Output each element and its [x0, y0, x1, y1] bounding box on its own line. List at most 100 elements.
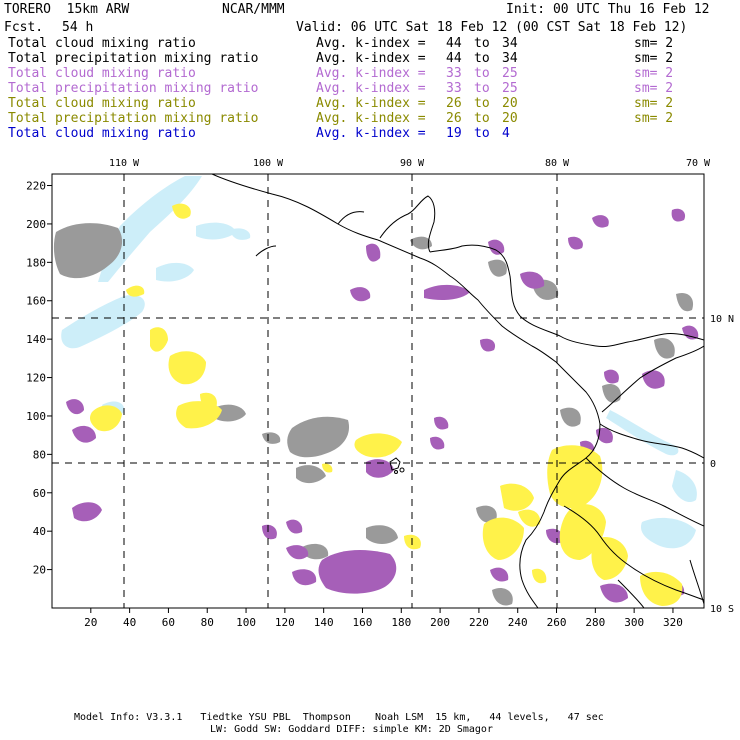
legend-index-label: Avg. k-index =	[316, 51, 426, 66]
x-tick-label: 320	[663, 616, 683, 629]
legend-row: Total cloud mixing ratio Avg. k-index = 19…	[0, 126, 740, 141]
light-blue-cloud-areas	[61, 176, 697, 549]
legend-index-label: Avg. k-index =	[316, 111, 426, 126]
x-tick-label: 200	[430, 616, 450, 629]
legend-field: Total precipitation mixing ratio	[8, 81, 259, 96]
legend-index-label: Avg. k-index =	[316, 126, 426, 141]
legend-index-from: 26	[446, 111, 462, 126]
valid-time: Valid: 06 UTC Sat 18 Feb 12 (00 CST Sat …	[296, 20, 688, 35]
longitude-label: 110 W	[109, 158, 140, 169]
latitude-label: 10 S	[710, 604, 734, 615]
longitude-label: 100 W	[253, 158, 284, 169]
legend-row: Total cloud mixing ratio Avg. k-index = 44…	[0, 36, 740, 51]
latitude-label: 10 N	[710, 314, 734, 325]
legend-row: Total cloud mixing ratio Avg. k-index = 33…	[0, 66, 740, 81]
latitude-label: 0	[710, 459, 716, 470]
y-tick-label: 200	[26, 218, 46, 231]
island-marker	[389, 457, 405, 474]
x-tick-label: 180	[391, 616, 411, 629]
x-tick-label: 220	[469, 616, 489, 629]
x-tick-label: 160	[353, 616, 373, 629]
legend-field: Total cloud mixing ratio	[8, 96, 196, 111]
longitude-label: 80 W	[545, 158, 570, 169]
y-tick-label: 160	[26, 295, 46, 308]
y-tick-label: 120	[26, 372, 46, 385]
legend-index-to-word: to	[474, 51, 490, 66]
coastlines	[211, 174, 704, 608]
legend-index-from: 26	[446, 96, 462, 111]
x-tick-label: 260	[547, 616, 567, 629]
plot-area	[51, 173, 705, 609]
legend-smoothing: sm= 2	[634, 66, 674, 81]
legend-field: Total cloud mixing ratio	[8, 66, 196, 81]
y-tick-label: 20	[33, 564, 46, 577]
legend-field: Total precipitation mixing ratio	[8, 111, 259, 126]
y-tick-label: 220	[26, 180, 46, 193]
legend-index-to: 4	[502, 126, 510, 141]
x-tick-label: 60	[162, 616, 175, 629]
model-title: TORERO 15km ARW	[4, 2, 130, 17]
model-info-line2: LW: Godd SW: Goddard DIFF: simple KM: 2D…	[210, 724, 493, 735]
y-tick-label: 40	[33, 525, 46, 538]
legend-index-to-word: to	[474, 81, 490, 96]
x-tick-label: 40	[123, 616, 136, 629]
x-tick-label: 300	[624, 616, 644, 629]
legend-index-to: 25	[502, 66, 518, 81]
y-axis-ticks: 20 40 60 80 100 120 140 160 180 200 220	[26, 180, 52, 577]
longitude-label: 70 W	[686, 158, 711, 169]
longitude-label: 90 W	[400, 158, 425, 169]
legend-row: Total cloud mixing ratio Avg. k-index = 26…	[0, 96, 740, 111]
legend-index-to: 34	[502, 36, 518, 51]
x-tick-label: 20	[84, 616, 97, 629]
forecast-hour: 54 h	[62, 20, 94, 35]
legend-smoothing: sm= 2	[634, 111, 674, 126]
x-tick-label: 80	[201, 616, 214, 629]
legend-index-from: 19	[446, 126, 462, 141]
y-tick-label: 180	[26, 256, 46, 269]
legend-index-to-word: to	[474, 126, 490, 141]
legend-smoothing: sm= 2	[634, 51, 674, 66]
legend-index-label: Avg. k-index =	[316, 96, 426, 111]
yellow-cloud-areas	[90, 203, 683, 606]
legend-field: Total cloud mixing ratio	[8, 126, 196, 141]
legend-index-to-word: to	[474, 96, 490, 111]
legend-smoothing: sm= 2	[634, 81, 674, 96]
legend-index-from: 44	[446, 51, 462, 66]
legend-smoothing: sm= 2	[634, 96, 674, 111]
organization: NCAR/MMM	[222, 2, 285, 17]
legend-index-to-word: to	[474, 111, 490, 126]
legend-index-from: 33	[446, 66, 462, 81]
x-tick-label: 120	[275, 616, 295, 629]
legend-index-from: 33	[446, 81, 462, 96]
x-axis-ticks: 20 40 60 80 100 120 140 160 180 200 220 240 260 280 30…	[84, 608, 683, 629]
y-tick-label: 140	[26, 333, 46, 346]
legend-row: Total precipitation mixing ratio Avg. k-i…	[0, 51, 740, 66]
x-tick-label: 100	[236, 616, 256, 629]
legend-field: Total cloud mixing ratio	[8, 36, 196, 51]
init-time: Init: 00 UTC Thu 16 Feb 12	[506, 2, 710, 17]
graticule	[52, 174, 704, 608]
legend-index-from: 44	[446, 36, 462, 51]
legend-row: Total precipitation mixing ratio Avg. k-i…	[0, 111, 740, 126]
latitude-labels: 10 N 0 10 S	[710, 314, 734, 615]
legend-index-label: Avg. k-index =	[316, 66, 426, 81]
legend-field: Total precipitation mixing ratio	[8, 51, 259, 66]
x-tick-label: 280	[585, 616, 605, 629]
legend-index-label: Avg. k-index =	[316, 36, 426, 51]
y-tick-label: 80	[33, 448, 46, 461]
model-info-line1: Model Info: V3.3.1 Tiedtke YSU PBL Thomp…	[74, 712, 604, 723]
y-tick-label: 100	[26, 410, 46, 423]
grey-cloud-areas	[53, 223, 694, 606]
legend-index-label: Avg. k-index =	[316, 81, 426, 96]
legend-smoothing: sm= 2	[634, 36, 674, 51]
legend-index-to: 34	[502, 51, 518, 66]
legend-index-to: 20	[502, 96, 518, 111]
legend-index-to-word: to	[474, 66, 490, 81]
legend-row: Total precipitation mixing ratio Avg. k-i…	[0, 81, 740, 96]
forecast-label: Fcst.	[4, 20, 44, 35]
legend-index-to: 25	[502, 81, 518, 96]
x-tick-label: 140	[314, 616, 334, 629]
legend-index-to: 20	[502, 111, 518, 126]
map-frame	[51, 173, 705, 609]
